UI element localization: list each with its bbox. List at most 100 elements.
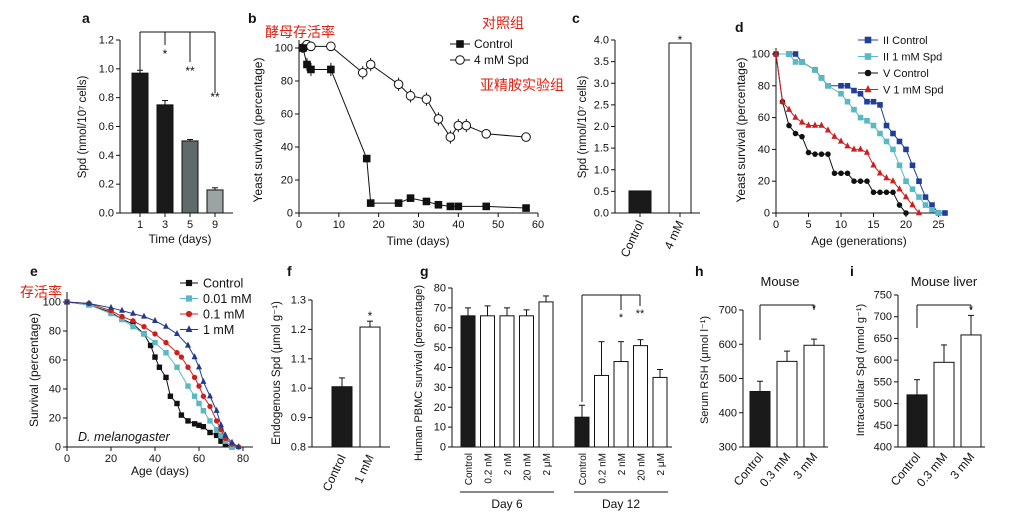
panel-d-point-v-spd (876, 169, 884, 176)
panel-g-y-tick-label: 0 (440, 442, 446, 454)
panel-e-point-0-1mm (141, 323, 147, 330)
panel-e-point-1mm (206, 392, 214, 399)
panel-d-point-ii-spd (825, 83, 831, 89)
panel-g-x-tick-label: 2 nM (503, 453, 514, 475)
panel-d-point-v-control (799, 133, 805, 140)
panel-d-point-ii-control (857, 90, 864, 97)
panel-a-bar (131, 72, 149, 214)
panel-d-point-v-spd (837, 137, 845, 144)
panel-e-point-0-1mm (191, 374, 198, 381)
panel-e-x-tick-label: 60 (193, 453, 205, 465)
panel-e-point-control (218, 438, 224, 444)
panel-d-point-v-control (877, 189, 883, 196)
panel-g-x-tick-label: 2 μM (656, 453, 667, 475)
panel-b-point-control (454, 202, 463, 211)
panel-e-point-1mm (107, 303, 115, 310)
panel-d-point-ii-spd (786, 51, 792, 57)
panel-b-point-spd (326, 41, 336, 52)
panel-d-point-ii-spd (877, 130, 883, 137)
panel-g-x-tick-label: Control (578, 453, 589, 485)
panel-i-y-tick-label: 700 (874, 311, 892, 323)
panel-f-y-axis-label: Endogenous Spd (μmol g⁻¹) (271, 301, 283, 445)
panel-c-y-tick-label: 2.5 (594, 99, 609, 111)
panel-b-point-spd (405, 91, 416, 101)
panel-b-x-tick-label: 0 (296, 219, 302, 231)
panel-i-sig-star: * (969, 304, 974, 316)
panel-d-point-ii-spd (870, 122, 877, 129)
panel-d-point-ii-control (877, 102, 883, 108)
panel-i-bar (906, 394, 928, 448)
panel-g-x-tick-label: 2 μM (542, 453, 553, 475)
panel-d-point-v-spd (870, 161, 877, 168)
panel-e-point-0-1mm (152, 331, 158, 337)
panel-d-point-ii-spd (890, 146, 896, 153)
panel-d-point-ii-spd (896, 162, 903, 169)
panel-b-x-tick-label: 30 (412, 219, 424, 231)
panel-d-point-ii-spd (864, 117, 870, 124)
panel-a-x-axis-label: Time (days) (149, 232, 212, 246)
panel-d-point-v-spd (883, 174, 890, 181)
panel-d-legend-label-ii-control: II Control (883, 35, 928, 47)
panel-c-y-tick-label: 1.5 (594, 143, 609, 155)
panel-a-sig-star: ** (210, 90, 220, 104)
panel-g-y-tick-label: 80 (434, 283, 446, 295)
panel-e-x-tick-label: 80 (237, 453, 249, 465)
panel-e-point-1mm (118, 306, 126, 313)
panel-f-sig-star: * (368, 309, 373, 323)
panel-label-a: a (82, 10, 90, 26)
panel-e-point-control (163, 374, 169, 381)
panel-i-y-tick-label: 650 (874, 333, 892, 345)
panel-d-point-v-spd (889, 177, 897, 184)
panel-b-x-tick-label: 20 (373, 219, 385, 231)
panel-d-legend-label-v-spd: V 1 mM Spd (883, 85, 944, 97)
panel-d-x-tick-label: 10 (835, 219, 847, 231)
annotation-yeast-survival: 酵母存活率 (265, 24, 335, 41)
panel-e-point-control (196, 422, 202, 428)
panel-label-f: f (287, 263, 292, 279)
panel-e-point-control (178, 412, 185, 418)
panel-b-point-control (327, 65, 335, 74)
panel-d-point-ii-control (942, 210, 948, 216)
panel-e-point-1mm (173, 329, 181, 336)
panel-f-x-tick-label: Control (320, 452, 349, 493)
panel-g-y-tick-label: 40 (434, 362, 446, 374)
panel-e-point-1mm (195, 363, 203, 370)
panel-a-x-tick-label: 5 (187, 219, 193, 231)
panel-g-x-tick-label: 0.2 nM (484, 453, 495, 484)
panel-d-point-v-spd (831, 132, 838, 139)
panel-e-point-1mm (151, 316, 159, 323)
panel-d-point-ii-spd (935, 210, 942, 216)
panel-c-x-tick-label: 4 mM (661, 218, 686, 251)
panel-d-point-v-control (870, 189, 877, 196)
panel-d-point-v-spd (857, 145, 864, 152)
panel-b-x-tick-label: 50 (492, 219, 504, 231)
panel-e-point-control (167, 393, 174, 399)
panel-b-y-tick-label: 40 (281, 142, 293, 154)
panel-e-point-0-01mm (218, 432, 224, 439)
panel-d-point-v-control (786, 122, 792, 129)
panel-d-point-ii-control (896, 138, 903, 145)
panel-h-y-tick-label: 300 (719, 442, 737, 454)
panel-b-y-tick-label: 100 (275, 43, 293, 55)
panel-d-x-tick-label: 25 (932, 219, 944, 231)
panel-b-point-spd (357, 67, 368, 78)
panel-d-point-v-control (792, 130, 799, 137)
panel-a-x-tick-label: 9 (212, 219, 218, 231)
panel-e-point-0-1mm (174, 350, 180, 356)
panel-e-legend-label-1mm: 1 mM (203, 323, 234, 337)
panel-g-x-tick-label: 0.2 nM (598, 453, 609, 484)
panel-d-point-ii-control (903, 146, 909, 153)
panel-e-point-0-01mm (174, 364, 180, 370)
panel-e-point-1mm (63, 298, 71, 305)
panel-d-point-ii-spd (851, 106, 857, 113)
panel-e-point-0-01mm (185, 383, 191, 389)
panel-d-point-v-control (896, 202, 903, 208)
panel-d-point-v-control (812, 151, 818, 157)
panel-b-x-tick-label: 60 (532, 219, 544, 231)
panel-i-y-tick-label: 600 (874, 355, 892, 367)
panel-e-point-control (207, 429, 213, 436)
panel-d-y-tick-label: 60 (758, 112, 770, 124)
panel-d-point-ii-spd (792, 59, 799, 65)
panel-d-point-ii-spd (844, 98, 851, 105)
panel-h-x-tick-label: 3 mM (790, 450, 820, 482)
